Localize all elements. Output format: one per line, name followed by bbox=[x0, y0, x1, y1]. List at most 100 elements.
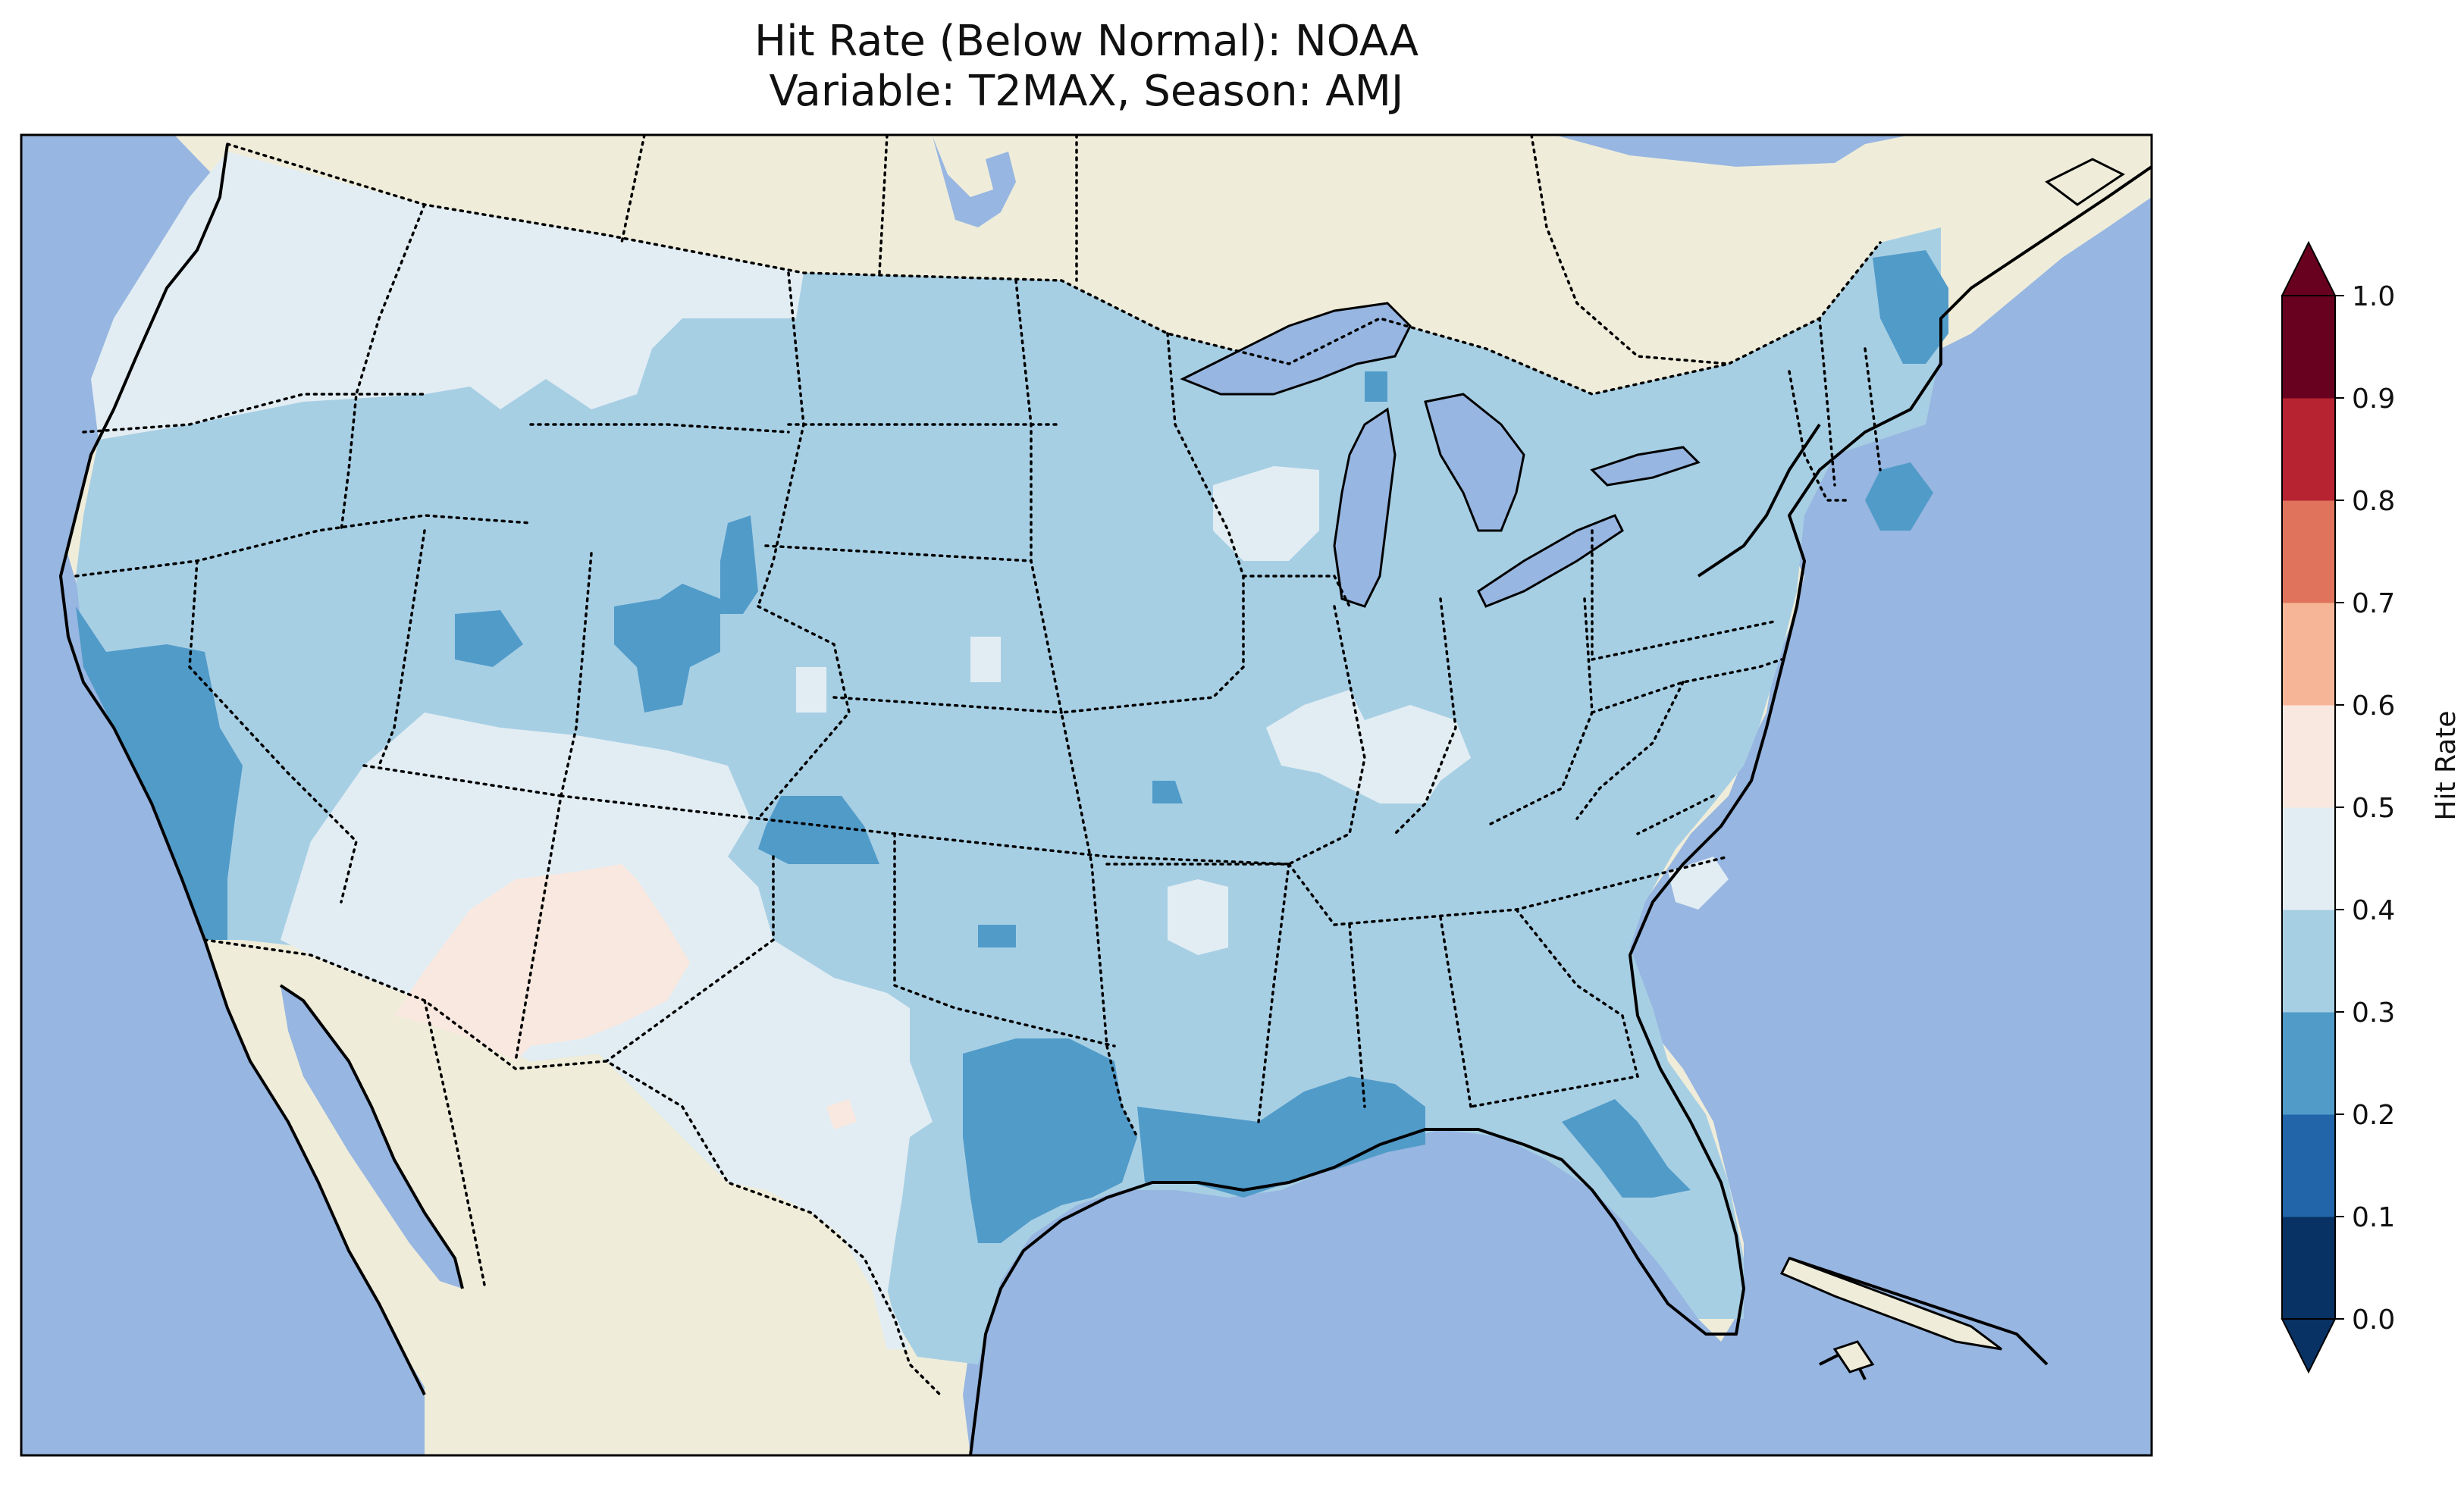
border-plains-3 bbox=[764, 544, 1033, 562]
field-0.2-0.3-texas bbox=[963, 1038, 1137, 1243]
great-lakes bbox=[1180, 302, 1701, 608]
border-east-6 bbox=[1636, 794, 1715, 835]
border-idaho bbox=[340, 203, 426, 532]
field-0.2-0.3-michigan bbox=[1365, 371, 1387, 402]
colorbar-bin bbox=[2282, 1114, 2335, 1217]
title-line-2: Variable: T2MAX, Season: AMJ bbox=[769, 67, 1404, 116]
border-mt-wy bbox=[529, 423, 790, 434]
colorbar-bin bbox=[2282, 296, 2335, 399]
title-line-1: Hit Rate (Below Normal): NOAA bbox=[754, 17, 1419, 66]
border-canada bbox=[226, 143, 1882, 396]
field-0.4-0.5-wisconsin bbox=[1213, 466, 1319, 561]
field-0.4-0.5-northwest bbox=[91, 152, 804, 440]
colorbar-bin bbox=[2282, 500, 2335, 603]
coast-pacific bbox=[59, 143, 426, 1395]
colorbar-tick-label: 0.7 bbox=[2352, 588, 2395, 619]
colorbar-label: Hit Rate bbox=[2431, 710, 2462, 820]
islands bbox=[1779, 158, 2125, 1373]
colorbar-tick-label: 0.6 bbox=[2352, 691, 2395, 722]
colorbar-tick-label: 0.5 bbox=[2352, 793, 2395, 824]
colorbar-bin bbox=[2282, 1012, 2335, 1115]
border-ca-nv bbox=[188, 559, 358, 904]
field-0.4-0.5-carolinas bbox=[1668, 857, 1729, 910]
border-plains-5 bbox=[1014, 279, 1108, 1048]
field-0.4-0.5-southwest bbox=[281, 713, 933, 1349]
lake-erie bbox=[1477, 514, 1624, 608]
field-0.4-0.5-nebraska bbox=[970, 637, 1001, 682]
colorbar-tick-label: 0.0 bbox=[2352, 1305, 2395, 1336]
gulf-of-mexico bbox=[970, 1129, 2152, 1455]
field-0.2-0.3-florida bbox=[1562, 1099, 1691, 1198]
map-panel bbox=[21, 135, 2152, 1455]
field-0.2-0.3-colorado bbox=[614, 584, 720, 713]
borders bbox=[74, 135, 1882, 1396]
field-0.2-0.3-california bbox=[76, 606, 243, 940]
border-tx-ok bbox=[893, 832, 1116, 1048]
field-0.4-0.5-kansas bbox=[796, 667, 826, 713]
colorbar-bin bbox=[2282, 705, 2335, 808]
map-title: Hit Rate (Below Normal): NOAA Variable: … bbox=[21, 17, 2152, 117]
border-east-5 bbox=[1575, 681, 1685, 820]
coast-north-atlantic bbox=[1697, 423, 1821, 578]
field-0.2-0.3-new-england bbox=[1865, 462, 1933, 531]
border-mexico-states-1 bbox=[423, 999, 487, 1290]
colorbar: 0.0 0.1 0.2 0.3 0.4 0.5 0.6 0.7 0.8 0.9 1.0 bbox=[2281, 240, 2395, 1374]
border-plains-4 bbox=[832, 696, 1063, 714]
border-canada-prov-1 bbox=[620, 135, 646, 244]
coast-baja-gulf bbox=[279, 984, 464, 1289]
colorbar-bin bbox=[2282, 398, 2335, 501]
border-tx-nm bbox=[605, 855, 775, 1063]
island-cuba bbox=[1779, 1257, 2002, 1351]
field-0.2-0.3-oklahoma bbox=[758, 796, 879, 864]
field-0.2-0.3-utah bbox=[455, 610, 523, 667]
field-0.5-0.6 bbox=[394, 864, 690, 1061]
colorbar-bin bbox=[2282, 603, 2335, 706]
border-ut-co bbox=[514, 552, 593, 1063]
island-bahamas bbox=[1832, 1340, 1875, 1373]
canada-lakes bbox=[933, 136, 1016, 227]
border-east-3 bbox=[1788, 370, 1851, 502]
colorbar-bin bbox=[2282, 807, 2335, 910]
gulf-of-california bbox=[281, 985, 462, 1289]
colorbar-tick-label: 0.4 bbox=[2352, 895, 2395, 926]
island-nova-scotia bbox=[2045, 158, 2125, 206]
field-0.2-0.3-texas-n bbox=[978, 925, 1016, 947]
colorbar-tick-label: 0.2 bbox=[2352, 1100, 2395, 1131]
map-frame bbox=[20, 133, 2153, 1457]
border-south-6 bbox=[1105, 1045, 1139, 1139]
lake-michigan bbox=[1333, 407, 1397, 608]
border-east-2 bbox=[1591, 529, 1776, 662]
colorbar-tick-label: 0.3 bbox=[2352, 998, 2395, 1029]
border-east-4 bbox=[1818, 317, 1882, 487]
border-canada-prov-2 bbox=[878, 135, 889, 274]
border-south-3 bbox=[1348, 923, 1366, 1108]
lake-huron bbox=[1424, 393, 1525, 532]
border-midwest-2 bbox=[1242, 575, 1351, 608]
border-mexico bbox=[203, 938, 942, 1396]
border-nv-az bbox=[362, 764, 563, 797]
colorbar-tick-label: 0.9 bbox=[2352, 384, 2395, 415]
colorbar-extend-max bbox=[2281, 240, 2337, 296]
field-0.5-0.6-texas-spot bbox=[826, 1099, 857, 1129]
border-or-ca bbox=[74, 514, 532, 578]
field-0.2-0.3-maine bbox=[1873, 250, 1948, 364]
colorbar-bin bbox=[2282, 910, 2335, 1013]
colorbar-bin bbox=[2282, 1217, 2335, 1320]
colorbar-tick-label: 0.8 bbox=[2352, 486, 2395, 517]
border-south-5 bbox=[1469, 908, 1640, 1108]
border-wa-or bbox=[82, 393, 426, 434]
border-south-4 bbox=[1439, 916, 1472, 1108]
field-0.2-0.3-missouri bbox=[1152, 781, 1183, 803]
field-0.2-0.3-wyoming bbox=[720, 515, 758, 614]
field-0.2-0.3-louisiana bbox=[1137, 1076, 1425, 1198]
colorbar-tick-label: 0.1 bbox=[2352, 1202, 2395, 1233]
border-midwest-5 bbox=[1484, 597, 1594, 828]
border-midwest-3 bbox=[1287, 605, 1366, 866]
field-0.4-0.5-midwest bbox=[1266, 690, 1471, 803]
border-south-2 bbox=[1257, 863, 1290, 1123]
lake-superior bbox=[1180, 302, 1412, 396]
border-south-1 bbox=[1105, 855, 1730, 926]
field-0.4-0.5-arkansas bbox=[1168, 879, 1228, 955]
lake-ontario bbox=[1590, 446, 1701, 487]
